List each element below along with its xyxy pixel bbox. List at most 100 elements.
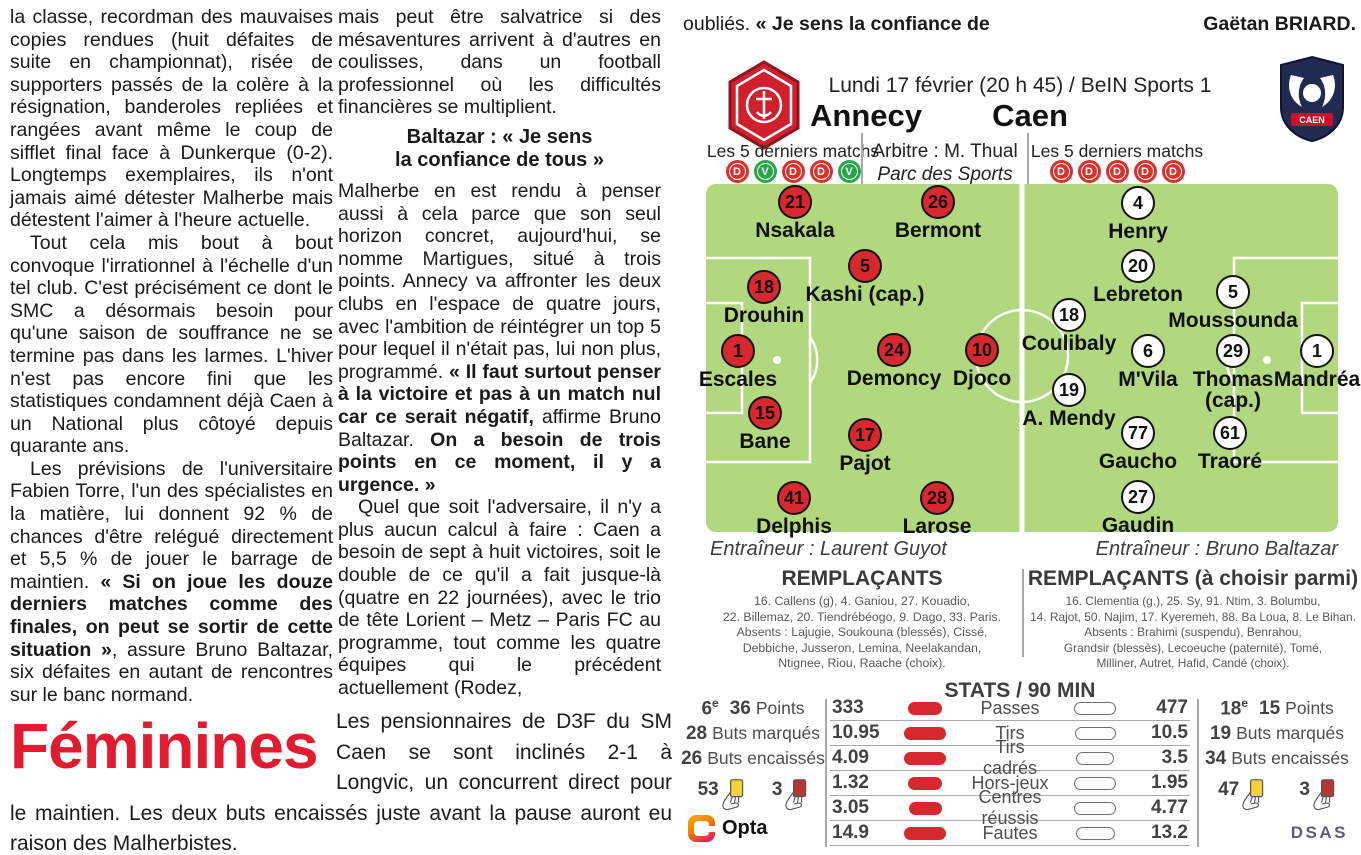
stat-row: 1.32 Hors-jeux 1.95 xyxy=(830,771,1190,796)
away-form-result-d: D xyxy=(1077,160,1101,183)
away-stat-bar xyxy=(1074,801,1116,815)
home-cards-row: 53 3 xyxy=(684,775,822,815)
away-substitutes: REMPLAÇANTS (à choisir parmi) 16. Clemen… xyxy=(1024,567,1361,672)
home-player-number: 5 xyxy=(848,249,882,283)
away-player-number: 19 xyxy=(1052,373,1086,407)
home-player-name: Delphis xyxy=(756,515,832,538)
home-player-name: Larose xyxy=(902,515,972,538)
away-stat-bar-zone xyxy=(1052,701,1138,715)
away-player-name: Gaucho xyxy=(1098,450,1178,473)
dsas-logo: DSAS xyxy=(1290,823,1348,842)
stat-label: Tirs xyxy=(995,722,1025,743)
form-letter: D xyxy=(812,163,830,180)
away-form-label: Les 5 derniers matchs xyxy=(1030,141,1204,161)
stats-title: STATS / 90 MIN xyxy=(944,679,1096,702)
home-player-name: Bane xyxy=(739,430,791,453)
home-stat-value: 14.9 xyxy=(832,822,869,843)
venue-name: Parc des Sports xyxy=(877,164,1013,185)
home-team-name: Annecy xyxy=(810,98,922,133)
stat-row: 3.05 Centres réussis 4.77 xyxy=(830,787,1190,828)
away-form-result-d: D xyxy=(1161,160,1185,183)
stat-label: Passes xyxy=(980,697,1040,718)
match-datetime: Lundi 17 février (20 h 45) / BeIN Sports… xyxy=(828,74,1212,97)
form-letter: D xyxy=(728,163,746,180)
home-player-number: 15 xyxy=(748,396,782,430)
header-divider xyxy=(1027,133,1029,187)
away-stat-bar-zone xyxy=(1052,776,1138,790)
away-player-number: 77 xyxy=(1121,416,1155,450)
home-player-name: Nsakala xyxy=(755,219,835,242)
stats-divider xyxy=(1197,699,1199,847)
away-rank: 18e xyxy=(1220,696,1249,720)
annecy-crest-icon xyxy=(726,60,802,155)
home-player-number: 1 xyxy=(721,334,755,368)
home-points-row: 6e 36 Points xyxy=(684,696,822,721)
stat-row: 4.09 Tirs cadrés 3.5 xyxy=(830,737,1190,778)
home-player-name: Pajot xyxy=(839,452,891,475)
opta-label: Opta xyxy=(722,817,768,839)
text-run: On a besoin de trois points en ce moment… xyxy=(338,428,662,496)
home-form-result-v: V xyxy=(753,160,777,183)
text-run: « Je sens la confiance de xyxy=(755,13,990,35)
paragraph: Les prévisions de l'universitaire Fabien… xyxy=(10,458,333,707)
subs-divider xyxy=(1022,569,1024,657)
away-player-name: Henry xyxy=(1108,220,1168,243)
home-player-name: Demoncy xyxy=(846,367,942,390)
referee-name: Arbitre : M. Thual xyxy=(872,141,1018,162)
home-form-result-d: D xyxy=(781,160,805,183)
opta-logo: Opta xyxy=(688,815,768,842)
yellow-card-icon xyxy=(722,779,743,811)
away-player-number: 1 xyxy=(1300,334,1334,368)
home-player-number: 26 xyxy=(921,185,955,219)
away-player-number: 20 xyxy=(1121,249,1155,283)
away-player-number: 61 xyxy=(1213,416,1247,450)
away-stat-value: 10.5 xyxy=(1151,722,1188,743)
away-player-name: Thomas (cap.) xyxy=(1192,368,1274,412)
stat-label: Tirs cadrés xyxy=(982,737,1038,778)
form-letter: D xyxy=(1052,163,1070,180)
away-player-name: Gaudin xyxy=(1101,514,1175,537)
match-infographic: CAEN Lundi 17 février (20 h 45) / BeIN S… xyxy=(680,55,1361,855)
away-player-name: Coulibaly xyxy=(1021,332,1117,355)
home-player-name: Drouhin xyxy=(723,304,805,327)
red-card-icon xyxy=(1313,779,1335,811)
home-form-result-d: D xyxy=(725,160,749,183)
away-stat-bar-zone xyxy=(1052,826,1138,840)
away-player-name: Moussounda xyxy=(1168,309,1298,332)
stats-divider xyxy=(825,699,827,847)
text-run: , assure Bruno Baltazar, six défaites en… xyxy=(10,638,333,706)
away-stat-bar xyxy=(1075,826,1115,840)
away-form-result-d: D xyxy=(1049,160,1073,183)
form-letter: V xyxy=(756,163,774,180)
form-letter: V xyxy=(840,163,858,180)
form-letter: D xyxy=(1108,163,1126,180)
home-player-number: 41 xyxy=(777,481,811,515)
away-stat-value: 1.95 xyxy=(1151,772,1188,793)
away-player-number: 18 xyxy=(1052,298,1086,332)
away-player-number: 27 xyxy=(1121,480,1155,514)
home-stat-bar-zone xyxy=(882,751,968,765)
article-column-1: la classe, recordman des mauvaises copie… xyxy=(10,6,333,706)
paragraph: Malherbe en est rendu à penser aussi à c… xyxy=(338,180,661,496)
away-form-result-d: D xyxy=(1133,160,1157,183)
text-run: « Il faut surtout penser à la victoire e… xyxy=(338,360,661,428)
yellow-card-icon xyxy=(1242,779,1264,811)
football-pitch: 21 Nsakala 26 Bermont 5 Kashi (cap.) 18 Drouhin… xyxy=(699,184,1360,537)
stat-label: Fautes xyxy=(982,822,1038,843)
home-stat-value: 3.05 xyxy=(832,797,869,818)
home-coach: Entraîneur : Laurent Guyot xyxy=(710,538,947,560)
away-stat-bar xyxy=(1074,701,1116,715)
home-form-result-d: D xyxy=(809,160,833,183)
away-points-label: Points xyxy=(1285,698,1334,718)
home-stat-bar-zone xyxy=(882,726,968,740)
home-stat-bar-zone xyxy=(882,801,968,815)
home-subs-list: 16. Callens (g), 4. Ganiou, 27. Kouadio,… xyxy=(722,594,1002,670)
away-goals-conceded-row: 34 Buts encaissés xyxy=(1205,747,1349,769)
away-team-name: Caen xyxy=(992,98,1068,133)
away-stat-bar xyxy=(1074,776,1116,790)
away-player-name: A. Mendy xyxy=(1022,407,1116,430)
text-run: « Si on joue les douze derniers matches … xyxy=(10,570,334,661)
away-player-name: Lebreton xyxy=(1093,283,1183,306)
author-byline: Gaëtan BRIARD. xyxy=(1203,13,1356,35)
stat-row: 10.95 Tirs 10.5 xyxy=(830,721,1190,746)
